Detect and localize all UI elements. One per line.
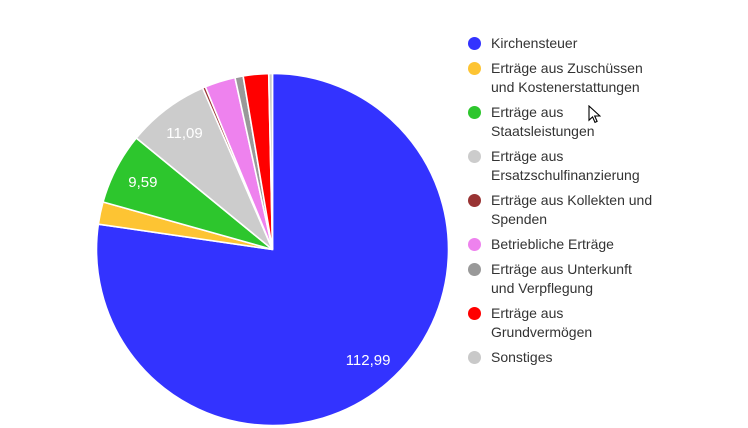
legend-item-2[interactable]: Erträge aus Staatsleistungen [468,103,678,141]
legend-item-5[interactable]: Betriebliche Erträge [468,235,678,254]
legend-item-8[interactable]: Sonstiges [468,348,678,367]
legend-item-label: Kirchensteuer [491,35,578,51]
legend-marker-icon [468,150,481,163]
legend-marker-icon [468,62,481,75]
legend-item-label: Erträge aus Zuschüssen und Kostenerstatt… [491,60,643,95]
legend-marker-icon [468,307,481,320]
legend-item-label: Erträge aus Staatsleistungen [491,104,595,139]
chart-legend: Kirchensteuer Erträge aus Zuschüssen und … [468,34,678,373]
pie-slice-value-label: 112,99 [346,352,391,369]
legend-item-label: Sonstiges [491,349,553,365]
legend-item-label: Erträge aus Unterkunft und Verpflegung [491,261,632,296]
legend-item-7[interactable]: Erträge aus Grundvermögen [468,304,678,342]
legend-item-4[interactable]: Erträge aus Kollekten und Spenden [468,191,678,229]
legend-marker-icon [468,263,481,276]
legend-marker-icon [468,194,481,207]
legend-item-0[interactable]: Kirchensteuer [468,34,678,53]
pie-slice-value-label: 9,59 [128,174,157,191]
legend-item-label: Erträge aus Ersatzschulfinanzierung [491,148,640,183]
legend-item-label: Betriebliche Erträge [491,236,614,252]
legend-marker-icon [468,238,481,251]
legend-marker-icon [468,351,481,364]
legend-item-label: Erträge aus Grundvermögen [491,305,593,340]
pie-slice-value-label: 11,09 [166,125,202,142]
legend-item-3[interactable]: Erträge aus Ersatzschulfinanzierung [468,147,678,185]
legend-item-6[interactable]: Erträge aus Unterkunft und Verpflegung [468,260,678,298]
legend-item-1[interactable]: Erträge aus Zuschüssen und Kostenerstatt… [468,59,678,97]
legend-item-label: Erträge aus Kollekten und Spenden [491,192,653,227]
legend-marker-icon [468,106,481,119]
legend-marker-icon [468,37,481,50]
pie-slice-8[interactable] [267,72,274,250]
